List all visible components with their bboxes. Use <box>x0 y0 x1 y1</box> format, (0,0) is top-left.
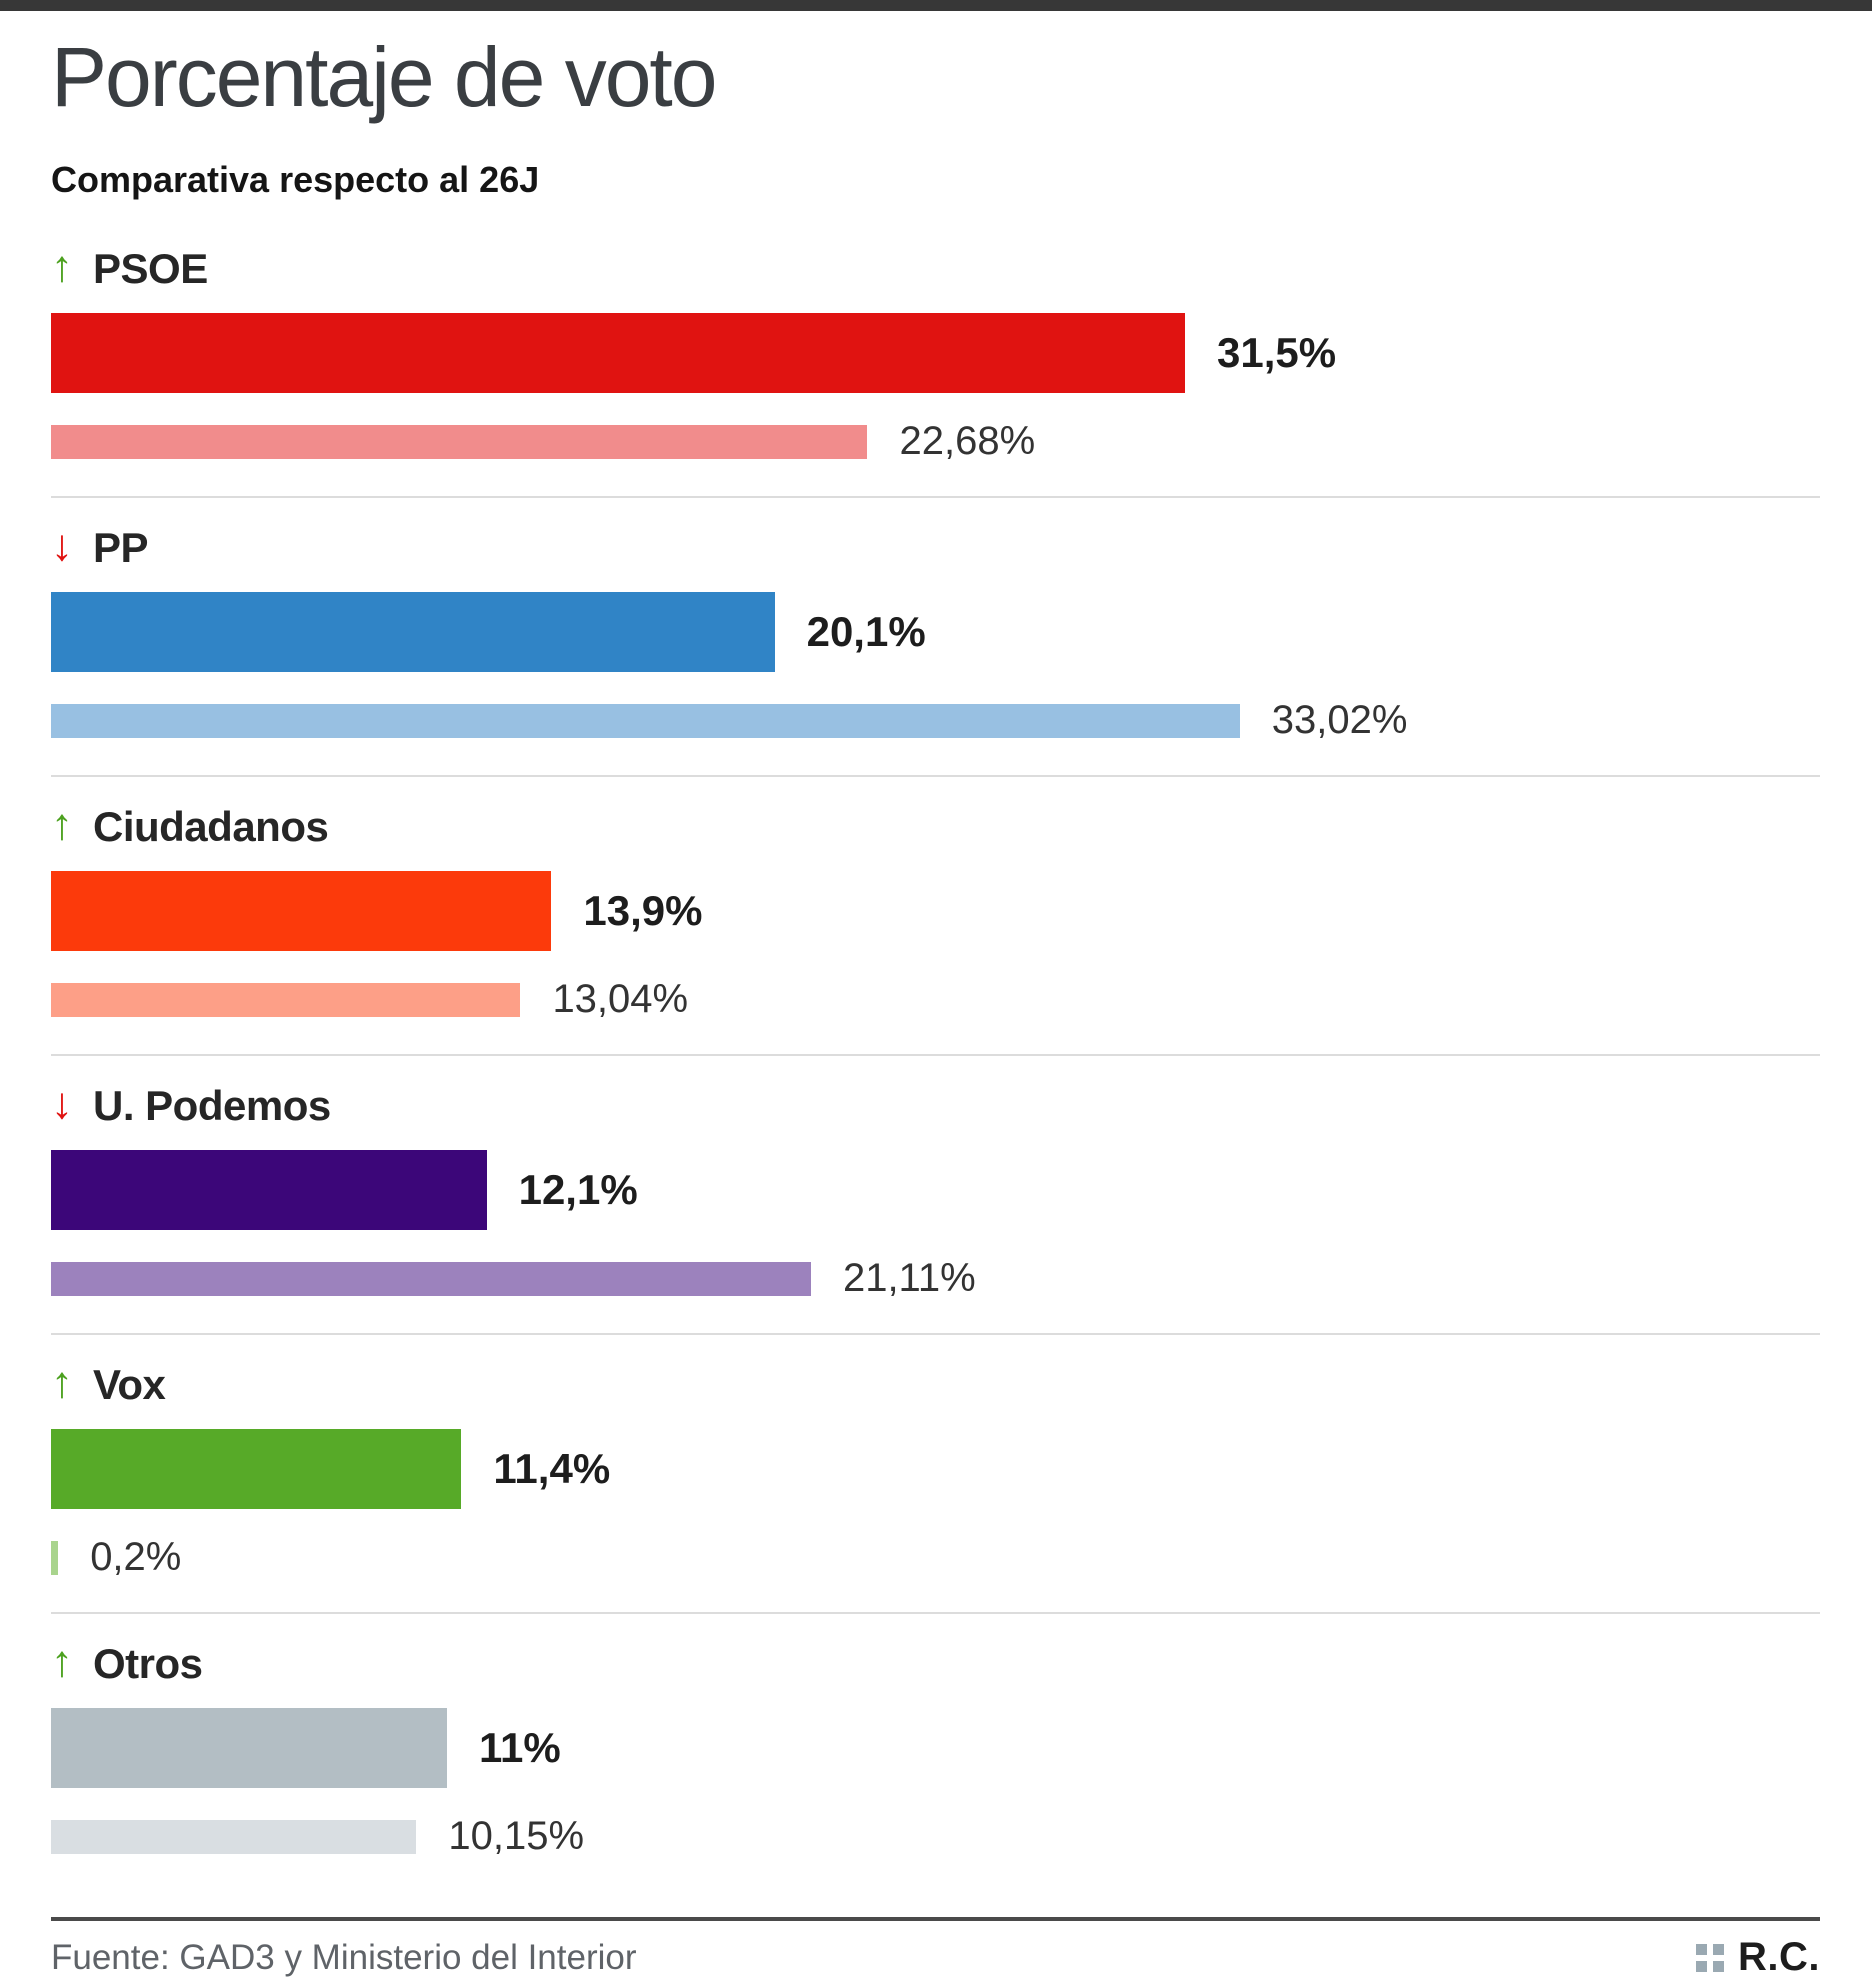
party-name: PP <box>93 524 149 571</box>
trend-arrow-up-icon: ↑ <box>51 1358 73 1407</box>
party-header: ↓ PP <box>51 521 1820 572</box>
current-bar-row: 11,4% <box>51 1429 1820 1509</box>
previous-bar-row: 33,02% <box>51 698 1820 743</box>
party-section: ↑ Ciudadanos 13,9% 13,04% <box>51 777 1820 1056</box>
current-bar <box>51 871 552 951</box>
previous-value-label: 10,15% <box>448 1814 585 1858</box>
party-section: ↓ U. Podemos 12,1% 21,11% <box>51 1056 1820 1335</box>
trend-arrow-up-icon: ↑ <box>51 242 73 291</box>
previous-value-label: 0,2% <box>90 1535 182 1579</box>
previous-value-label: 22,68% <box>899 419 1036 463</box>
current-bar-row: 31,5% <box>51 313 1820 393</box>
current-value-label: 11% <box>479 1724 561 1771</box>
previous-bar <box>51 424 868 459</box>
current-value-label: 13,9% <box>583 887 703 934</box>
party-name: PSOE <box>93 245 208 292</box>
current-value-label: 12,1% <box>518 1166 638 1213</box>
previous-bar <box>51 1261 811 1296</box>
current-bar-row: 20,1% <box>51 592 1820 672</box>
party-section: ↑ PSOE 31,5% 22,68% <box>51 242 1820 498</box>
source-credit: Fuente: GAD3 y Ministerio del Interior <box>51 1937 637 1977</box>
trend-arrow-up-icon: ↑ <box>51 800 73 849</box>
current-value-label: 11,4% <box>493 1445 611 1492</box>
previous-bar <box>51 982 521 1017</box>
party-header: ↓ U. Podemos <box>51 1079 1820 1130</box>
current-bar-row: 12,1% <box>51 1150 1820 1230</box>
trend-arrow-down-icon: ↓ <box>51 1079 73 1128</box>
party-header: ↑ Otros <box>51 1637 1820 1688</box>
party-header: ↑ Vox <box>51 1358 1820 1409</box>
current-bar <box>51 1708 447 1788</box>
trend-arrow-down-icon: ↓ <box>51 521 73 570</box>
party-section: ↑ Otros 11% 10,15% <box>51 1614 1820 1891</box>
current-bar <box>51 313 1185 393</box>
infographic: Porcentaje de voto Comparativa respecto … <box>0 35 1872 1980</box>
previous-value-label: 21,11% <box>842 1256 976 1300</box>
party-name: Vox <box>93 1361 166 1408</box>
previous-bar <box>51 703 1240 738</box>
previous-bar-row: 22,68% <box>51 419 1820 464</box>
party-section: ↓ PP 20,1% 33,02% <box>51 498 1820 777</box>
party-name: Ciudadanos <box>93 803 329 850</box>
current-bar <box>51 592 775 672</box>
previous-bar-row: 10,15% <box>51 1814 1820 1859</box>
rc-logo-text: R.C. <box>1738 1935 1820 1979</box>
party-header: ↑ Ciudadanos <box>51 800 1820 851</box>
footer-divider <box>51 1917 1820 1921</box>
rc-logo: R.C. <box>1696 1935 1820 1980</box>
current-bar <box>51 1429 462 1509</box>
footer: Fuente: GAD3 y Ministerio del Interior R… <box>51 1935 1820 1980</box>
previous-bar-row: 21,11% <box>51 1256 1820 1301</box>
current-bar-row: 11% <box>51 1708 1820 1788</box>
current-value-label: 20,1% <box>806 608 926 655</box>
party-sections: ↑ PSOE 31,5% 22,68% ↓ PP 20,1% 33,02% ↑ … <box>51 242 1820 1891</box>
previous-value-label: 13,04% <box>552 977 689 1021</box>
previous-bar <box>51 1540 59 1575</box>
rc-logo-dots-icon <box>1696 1943 1724 1972</box>
previous-value-label: 33,02% <box>1271 698 1408 742</box>
top-accent-bar <box>0 0 1872 11</box>
party-name: U. Podemos <box>93 1082 331 1129</box>
party-section: ↑ Vox 11,4% 0,2% <box>51 1335 1820 1614</box>
page-title: Porcentaje de voto <box>51 30 717 124</box>
trend-arrow-up-icon: ↑ <box>51 1637 73 1686</box>
current-bar <box>51 1150 487 1230</box>
previous-bar <box>51 1819 417 1854</box>
previous-bar-row: 0,2% <box>51 1535 1820 1580</box>
current-value-label: 31,5% <box>1217 329 1337 376</box>
current-bar-row: 13,9% <box>51 871 1820 951</box>
party-header: ↑ PSOE <box>51 242 1820 293</box>
party-name: Otros <box>93 1640 203 1687</box>
previous-bar-row: 13,04% <box>51 977 1820 1022</box>
page-subtitle: Comparativa respecto al 26J <box>51 159 540 200</box>
